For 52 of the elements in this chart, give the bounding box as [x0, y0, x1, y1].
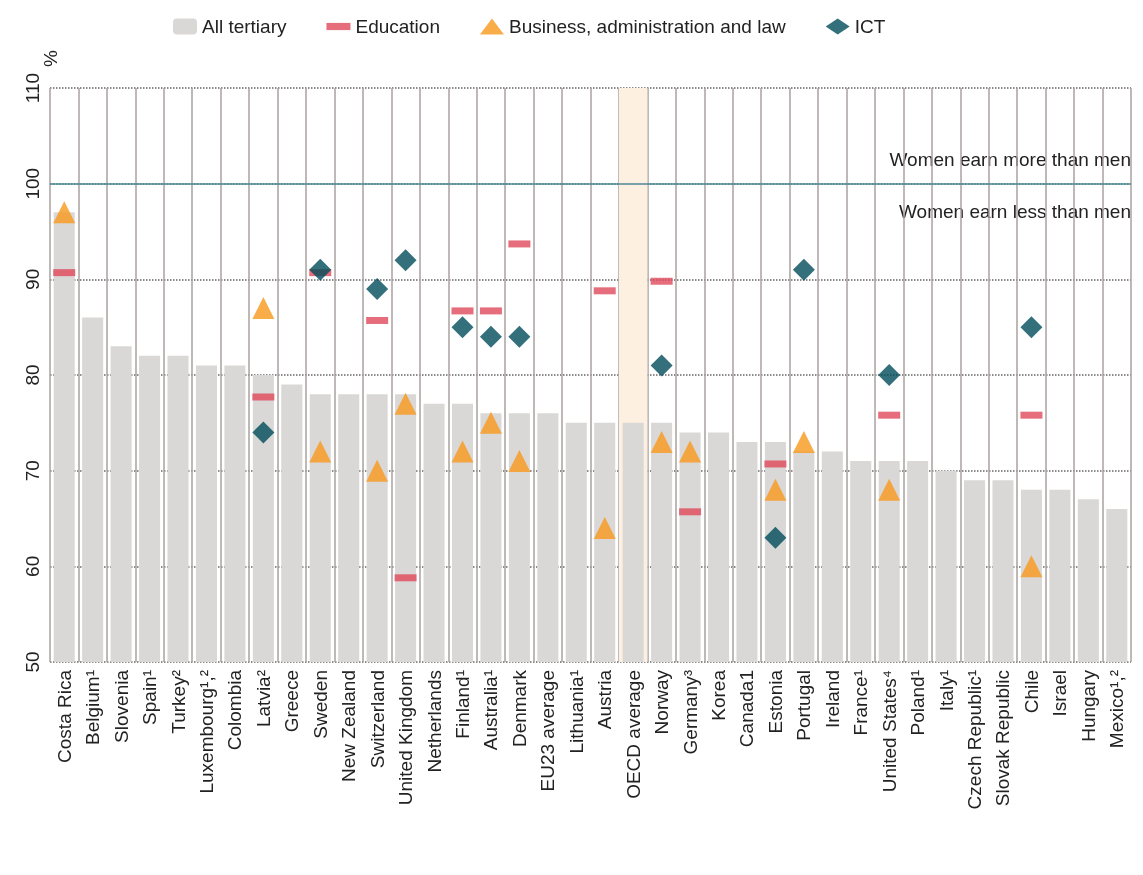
x-tick-label: Italy¹ [935, 670, 957, 712]
x-tick-label: Estonia [764, 669, 786, 734]
x-tick-label: Hungary [1077, 669, 1099, 742]
y-tick-label: 80 [22, 364, 43, 386]
y-tick-label: 70 [22, 460, 43, 482]
x-tick-label: Germany³ [679, 670, 701, 755]
x-tick-label: Luxembourg¹,² [195, 670, 217, 794]
x-tick-label: Finland¹ [451, 670, 473, 739]
annotation: Women earn more than men [889, 148, 1132, 170]
x-tick-label: Slovenia [110, 669, 132, 743]
x-tick-label: Mexico¹,² [1106, 670, 1128, 749]
x-tick-label: New Zealand [338, 670, 360, 782]
y-tick-label: 60 [22, 555, 43, 577]
y-tick-label: 90 [22, 268, 43, 290]
x-tick-label: OECD average [622, 670, 644, 799]
legend-label: Business, administration and law [508, 16, 786, 37]
x-tick-label: Korea [708, 669, 730, 721]
x-tick-label: Denmark [508, 669, 530, 748]
x-tick-label: Chile [1020, 670, 1042, 714]
x-tick-label: Israel [1049, 670, 1071, 717]
x-tick-label: Turkey² [167, 670, 189, 734]
x-tick-label: Netherlands [423, 670, 445, 773]
x-tick-label: Ireland [821, 670, 843, 729]
x-tick-label: Slovak Republic [992, 670, 1014, 807]
x-tick-label: France¹ [850, 670, 872, 736]
x-tick-label: Sweden [309, 670, 331, 739]
legend-label: All tertiary [202, 16, 287, 37]
x-tick-label: United Kingdom [395, 670, 417, 806]
x-tick-label: Czech Republic¹ [964, 670, 986, 810]
y-tick-label: 50 [22, 651, 43, 673]
x-tick-label: Latvia² [252, 670, 274, 728]
x-tick-label: EU23 average [537, 670, 559, 792]
y-axis-title: % [39, 49, 61, 67]
x-tick-label: Lithuania¹ [565, 670, 587, 754]
x-tick-label: Poland¹ [907, 670, 929, 736]
x-tick-label: Canada1 [736, 670, 758, 748]
x-tick-label: Greece [281, 670, 303, 733]
x-tick-label: Colombia [224, 669, 246, 751]
legend-label: Education [355, 16, 440, 37]
legend-label: ICT [854, 16, 886, 37]
x-tick-label: Spain¹ [139, 670, 161, 725]
annotation: Women earn less than men [899, 200, 1132, 222]
x-tick-label: Austria [594, 669, 616, 730]
y-tick-label: 110 [22, 72, 43, 104]
x-tick-label: Costa Rica [53, 669, 75, 763]
x-tick-label: Australia¹ [480, 670, 502, 751]
y-tick-label: 100 [22, 167, 43, 200]
x-tick-label: Portugal [793, 670, 815, 741]
x-tick-label: Belgium¹ [82, 670, 104, 745]
x-tick-label: United States⁴ [878, 670, 900, 793]
x-tick-label: Norway [651, 669, 673, 735]
x-tick-label: Switzerland [366, 670, 388, 769]
